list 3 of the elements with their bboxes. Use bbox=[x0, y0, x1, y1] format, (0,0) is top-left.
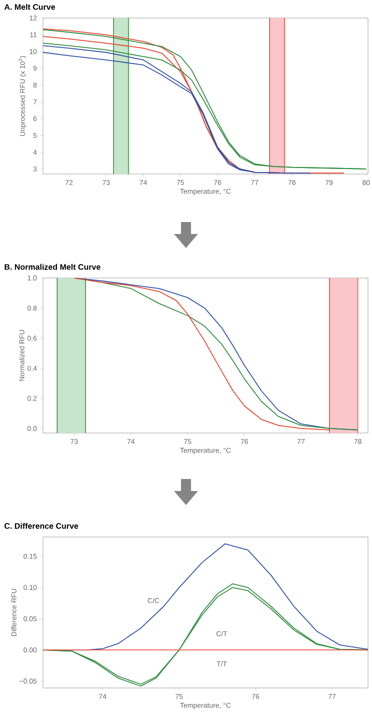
chart-title: A. Melt Curve bbox=[4, 4, 56, 10]
chart-title: B. Normalized Melt Curve bbox=[4, 264, 100, 270]
chart-title: C. Difference Curve bbox=[4, 522, 78, 529]
